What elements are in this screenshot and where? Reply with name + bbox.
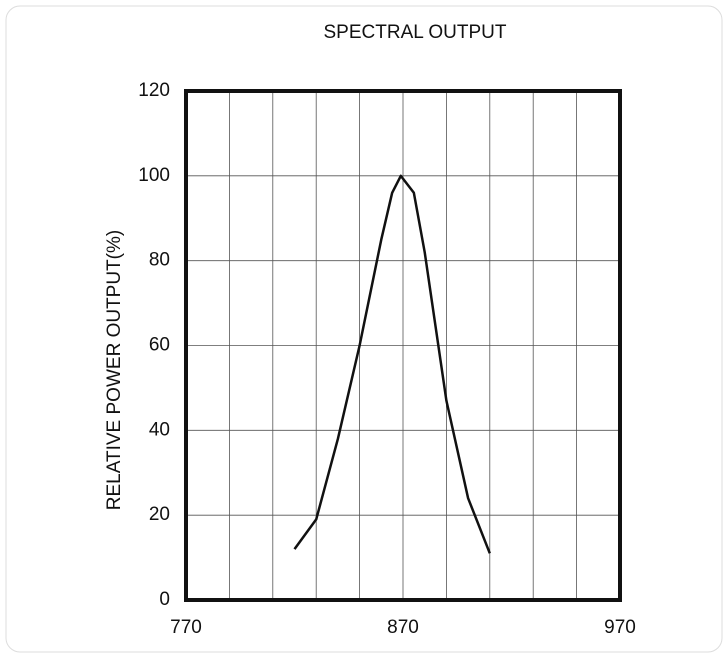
y-tick-label: 40 — [149, 419, 170, 440]
y-axis-label: RELATIVE POWER OUTPUT(%) — [104, 230, 125, 510]
plot-frame — [184, 89, 622, 602]
curve — [293, 174, 491, 554]
x-tick-label: 770 — [170, 617, 202, 638]
y-tick-label: 60 — [149, 335, 170, 356]
y-tick-label: 100 — [138, 165, 170, 186]
y-tick-label: 0 — [159, 589, 170, 610]
x-tick-label: 970 — [604, 617, 636, 638]
y-tick-label: 80 — [149, 250, 170, 271]
y-tick-label: 20 — [149, 504, 170, 525]
y-tick-label: 120 — [138, 80, 170, 101]
x-tick-label: 870 — [387, 617, 419, 638]
chart-title: SPECTRAL OUTPUT — [324, 22, 507, 43]
